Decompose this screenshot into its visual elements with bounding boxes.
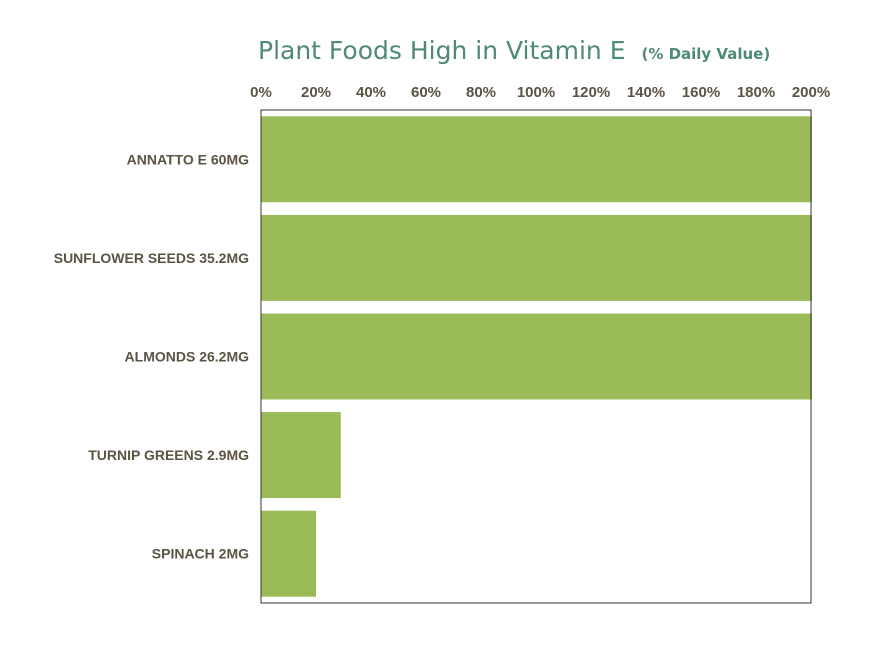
x-tick-label: 60%: [411, 84, 441, 101]
x-tick-label: 80%: [466, 84, 496, 101]
x-tick-label: 100%: [517, 84, 555, 101]
plot-frame: [260, 109, 812, 604]
x-tick-label: 200%: [792, 84, 830, 101]
category-label: TURNIP GREENS 2.9MG: [88, 447, 249, 463]
x-axis-ticks: 0% 20% 40% 60% 80% 100% 120% 140% 160% 180% 200%: [250, 84, 830, 101]
bar: [261, 510, 316, 597]
bar: [261, 412, 341, 499]
x-tick-label: 140%: [627, 84, 665, 101]
chart-subtitle: (% Daily Value): [641, 45, 770, 63]
bar: [261, 116, 812, 203]
category-label: ALMONDS 26.2MG: [125, 349, 250, 365]
category-label: SUNFLOWER SEEDS 35.2MG: [54, 250, 249, 266]
bars: [261, 116, 812, 597]
x-tick-label: 120%: [572, 84, 610, 101]
chart-title-main: Plant Foods High in Vitamin E: [258, 36, 626, 65]
category-labels: ANNATTO E 60MG SUNFLOWER SEEDS 35.2MG ALMO…: [54, 151, 249, 561]
category-label: SPINACH 2MG: [152, 546, 249, 562]
x-tick-label: 20%: [301, 84, 331, 101]
x-tick-label: 40%: [356, 84, 386, 101]
category-label: ANNATTO E 60MG: [127, 151, 249, 167]
x-tick-label: 180%: [737, 84, 775, 101]
x-tick-label: 0%: [250, 84, 272, 101]
bar: [261, 313, 812, 400]
x-tick-label: 160%: [682, 84, 720, 101]
bar: [261, 214, 812, 301]
chart-title: Plant Foods High in Vitamin E (% Daily V…: [258, 36, 770, 65]
